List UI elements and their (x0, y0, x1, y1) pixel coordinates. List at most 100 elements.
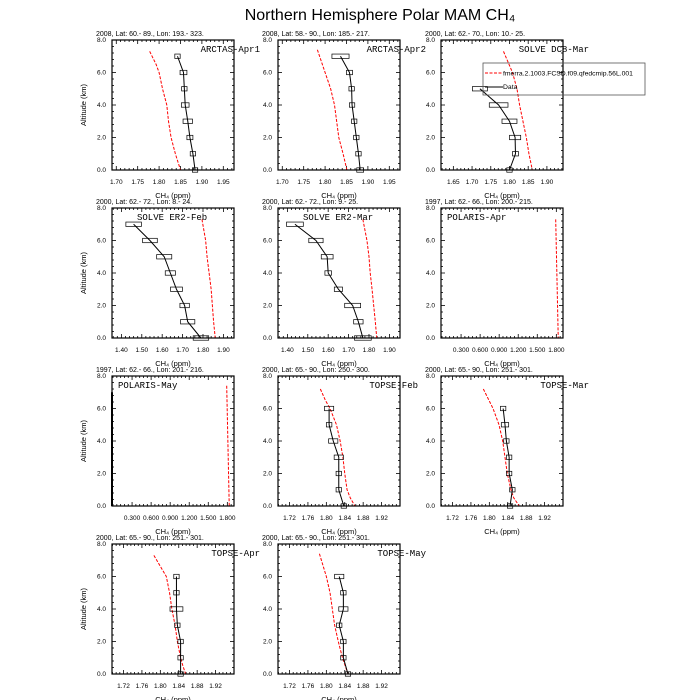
data-error-box (308, 237, 324, 244)
model-profile-line (503, 51, 533, 171)
x-tick-label: 1.70 (110, 179, 123, 186)
y-tick-label: 2.0 (426, 471, 435, 478)
panel-header: 2000, Lat: 62.- 72., Lon: 9.- 25. (262, 199, 358, 206)
y-tick-label: 4.0 (97, 438, 106, 445)
x-tick-label: 1.85 (340, 179, 353, 186)
x-tick-label: 1.84 (501, 515, 514, 522)
legend: fmerra.2.1003.FCSD.f09.qfedcmip.56L.001 D… (482, 62, 646, 96)
y-tick-label: 6.0 (263, 574, 272, 581)
x-tick-label: 1.90 (362, 179, 375, 186)
plot-frame (111, 207, 235, 339)
y-tick-label: 0.0 (97, 503, 106, 510)
data-error-box (506, 454, 513, 460)
data-error-box (336, 622, 343, 628)
plot-frame (111, 39, 235, 171)
data-error-box (179, 69, 188, 76)
y-tick-label: 2.0 (263, 471, 272, 478)
panel-topse-feb: 2000, Lat: 65.- 90., Lon: 250.- 300. 1.72… (262, 367, 418, 536)
model-profile-line (555, 219, 559, 339)
model-profile-line (201, 219, 216, 339)
data-error-box (333, 454, 344, 460)
data-error-box (509, 487, 516, 493)
y-axis-label: Altitude (km) (79, 83, 88, 126)
y-tick-label: 0.0 (426, 503, 435, 510)
x-tick-label: 1.72 (283, 683, 296, 690)
data-error-box (173, 573, 180, 580)
x-tick-label: 1.70 (276, 179, 289, 186)
x-axis-label: CH₄ (ppm) (484, 359, 520, 368)
observed-profile-line (133, 223, 202, 339)
y-tick-label: 0.0 (426, 167, 435, 174)
y-tick-label: 2.0 (97, 303, 106, 310)
y-tick-label: 2.0 (263, 135, 272, 142)
data-error-box (170, 286, 183, 292)
model-profile-line (482, 388, 520, 507)
x-tick-label: 0.600 (143, 515, 160, 522)
y-axis-label: Altitude (km) (79, 587, 88, 630)
panel-campaign-label: SOLVE ER2-Mar (303, 213, 373, 223)
observed-profile-line (479, 88, 516, 171)
panel-header: 1997, Lat: 62.- 66., Lon: 201.- 216. (96, 367, 204, 374)
x-tick-label: 0.300 (453, 347, 470, 354)
data-error-box (353, 319, 364, 325)
x-axis-label: CH₄ (ppm) (155, 527, 191, 536)
x-tick-label: 1.40 (115, 347, 128, 354)
y-tick-label: 2.0 (97, 471, 106, 478)
observed-profile-line (328, 408, 345, 507)
x-tick-label: 1.92 (209, 683, 222, 690)
y-tick-label: 6.0 (263, 238, 272, 245)
x-tick-label: 0.900 (491, 347, 508, 354)
x-tick-label: 1.60 (322, 347, 335, 354)
y-tick-label: 0.0 (263, 503, 272, 510)
y-tick-label: 2.0 (263, 639, 272, 646)
y-tick-label: 2.0 (263, 303, 272, 310)
x-tick-label: 1.72 (117, 683, 130, 690)
data-error-box (472, 86, 488, 92)
y-axis-label: Altitude (km) (79, 251, 88, 294)
panel-campaign-label: ARCTAS-Apr2 (367, 45, 426, 55)
x-tick-label: 1.50 (135, 347, 148, 354)
y-tick-label: 4.0 (263, 606, 272, 613)
x-tick-label: 1.75 (297, 179, 310, 186)
data-error-box (340, 638, 347, 645)
x-axis-label: CH₄ (ppm) (484, 527, 520, 536)
panel-arctas-apr1: 2008, Lat: 60.- 89., Lon: 193.- 323. 1.70… (79, 31, 260, 200)
panel-campaign-label: SOLVE DC8-Mar (519, 45, 589, 55)
x-axis-label: CH₄ (ppm) (321, 191, 357, 200)
y-tick-label: 4.0 (263, 102, 272, 109)
x-tick-label: 1.72 (446, 515, 459, 522)
x-tick-label: 1.88 (357, 515, 370, 522)
data-error-box (180, 319, 196, 325)
data-error-box (142, 237, 158, 244)
plot-frame (440, 207, 564, 339)
plot-frame (111, 543, 235, 675)
data-error-box (338, 606, 349, 612)
x-tick-label: 1.88 (191, 683, 204, 690)
y-tick-label: 0.0 (426, 335, 435, 342)
x-tick-label: 1.95 (383, 179, 396, 186)
observed-profile-line (340, 56, 361, 171)
x-tick-label: 1.200 (181, 515, 198, 522)
panel-campaign-label: SOLVE ER2-Feb (137, 213, 207, 223)
y-tick-label: 6.0 (97, 574, 106, 581)
y-tick-label: 8.0 (97, 541, 106, 548)
panel-campaign-label: ARCTAS-Apr1 (201, 45, 260, 55)
y-tick-label: 8.0 (426, 37, 435, 44)
y-tick-label: 4.0 (426, 438, 435, 445)
panel-topse-mar: 2000, Lat: 65.- 90., Lon: 251.- 301. 1.72… (425, 367, 589, 536)
x-tick-label: 1.76 (136, 683, 149, 690)
y-axis-label: Altitude (km) (79, 419, 88, 462)
data-error-box (125, 221, 142, 227)
y-tick-label: 6.0 (426, 238, 435, 245)
y-tick-label: 8.0 (263, 205, 272, 212)
y-tick-label: 2.0 (97, 639, 106, 646)
x-tick-label: 1.50 (301, 347, 314, 354)
x-tick-label: 1.76 (302, 683, 315, 690)
plot-frame (277, 543, 401, 675)
panel-header: 2000, Lat: 65.- 90., Lon: 250.- 300. (262, 367, 370, 374)
plot-frame (277, 39, 401, 171)
data-error-box (488, 102, 509, 108)
data-error-box (355, 151, 362, 157)
y-tick-label: 8.0 (97, 373, 106, 380)
panel-solve-er2-feb: 2000, Lat: 62.- 72., Lon: 8.- 24. 1.40 1.5… (79, 199, 235, 368)
